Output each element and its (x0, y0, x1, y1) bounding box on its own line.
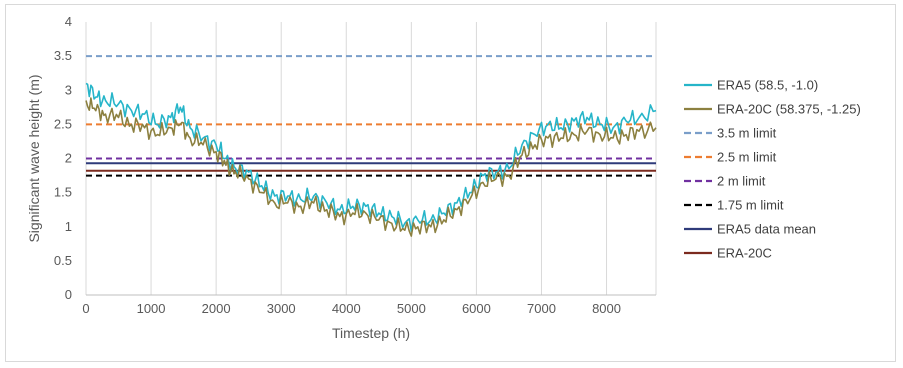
legend-item: ERA5 data mean (684, 222, 816, 237)
legend-item: ERA-20C (684, 246, 772, 261)
y-tick-label: 0.5 (54, 253, 72, 268)
legend-item: ERA-20C (58.375, -1.25) (684, 102, 861, 117)
y-tick-label: 2.5 (54, 116, 72, 131)
legend-item: ERA5 (58.5, -1.0) (684, 78, 818, 93)
legend-label: ERA-20C (717, 246, 772, 261)
y-tick-label: 3.5 (54, 48, 72, 63)
x-tick-label: 8000 (592, 301, 621, 316)
y-tick-label: 3 (65, 82, 72, 97)
y-axis-title: Significant wave height (m) (26, 74, 42, 242)
era5-58-5-1-0-line (85, 82, 657, 232)
reference-lines (86, 55, 656, 177)
x-tick-label: 5000 (397, 301, 426, 316)
legend-label: ERA5 data mean (717, 222, 816, 237)
x-tick-label: 2000 (202, 301, 231, 316)
x-tick-label: 0 (82, 301, 89, 316)
legend-item: 1.75 m limit (684, 198, 784, 213)
x-tick-label: 6000 (462, 301, 491, 316)
x-tick-label: 7000 (527, 301, 556, 316)
legend-item: 2 m limit (684, 174, 766, 189)
y-tick-label: 0 (65, 287, 72, 302)
x-tick-label: 3000 (267, 301, 296, 316)
legend-label: 3.5 m limit (717, 126, 777, 141)
era-20c-58-375-1-25-line (85, 97, 657, 237)
chart-frame: 0 1000 2000 3000 4000 5000 6000 7000 8000 0 0.5 1 1.… (5, 4, 896, 362)
legend-label: 2.5 m limit (717, 150, 777, 165)
x-tick-label: 4000 (332, 301, 361, 316)
legend-item: 3.5 m limit (684, 126, 777, 141)
y-tick-label: 1 (65, 219, 72, 234)
tick-labels: 0 1000 2000 3000 4000 5000 6000 7000 8000 0 0.5 1 1.… (54, 14, 621, 316)
legend: ERA5 (58.5, -1.0) ERA-20C (58.375, -1.25)… (684, 78, 861, 261)
y-tick-label: 1.5 (54, 185, 72, 200)
x-axis-title: Timestep (h) (332, 325, 410, 341)
legend-label: 1.75 m limit (717, 198, 784, 213)
legend-item: 2.5 m limit (684, 150, 777, 165)
y-tick-label: 2 (65, 151, 72, 166)
legend-label: ERA5 (58.5, -1.0) (717, 78, 818, 93)
legend-label: 2 m limit (717, 174, 766, 189)
data-series (85, 82, 657, 237)
y-tick-label: 4 (65, 14, 72, 29)
x-tick-label: 1000 (137, 301, 166, 316)
line-chart: 0 1000 2000 3000 4000 5000 6000 7000 8000 0 0.5 1 1.… (26, 14, 861, 341)
legend-label: ERA-20C (58.375, -1.25) (717, 102, 861, 117)
